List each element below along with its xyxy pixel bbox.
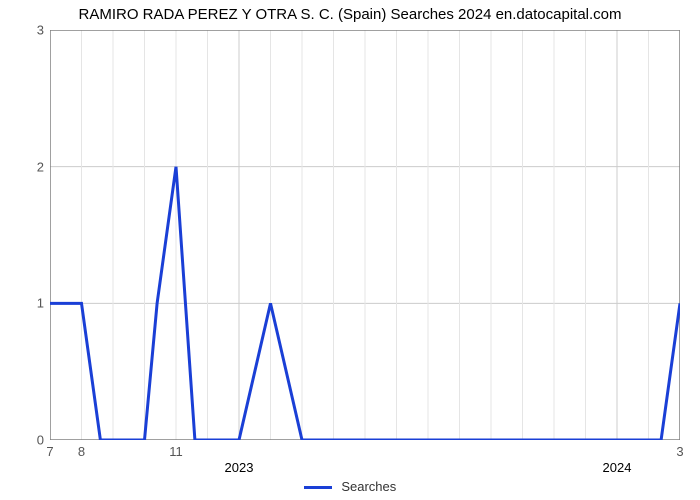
chart-title: RAMIRO RADA PEREZ Y OTRA S. C. (Spain) S… — [0, 6, 700, 23]
x-tick-label: 8 — [78, 444, 85, 459]
y-tick-label: 3 — [37, 23, 44, 38]
x-major-label: 2024 — [603, 460, 632, 475]
x-tick-label: 11 — [169, 444, 183, 459]
x-tick-label: 3 — [676, 444, 683, 459]
x-major-label: 2023 — [225, 460, 254, 475]
y-tick-label: 1 — [37, 296, 44, 311]
legend-swatch — [304, 486, 332, 489]
x-tick-label: 7 — [46, 444, 53, 459]
legend-label: Searches — [341, 479, 396, 494]
plot-area — [50, 30, 680, 440]
legend: Searches — [0, 479, 700, 494]
y-tick-label: 0 — [37, 433, 44, 448]
y-tick-label: 2 — [37, 159, 44, 174]
searches-line-chart: RAMIRO RADA PEREZ Y OTRA S. C. (Spain) S… — [0, 0, 700, 500]
